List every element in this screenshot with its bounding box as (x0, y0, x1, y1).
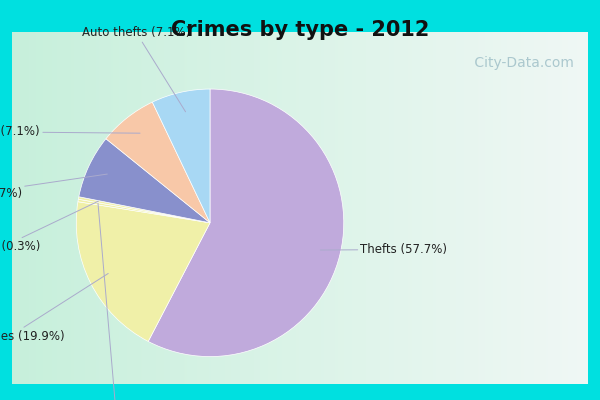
Wedge shape (79, 197, 210, 223)
Text: Crimes by type - 2012: Crimes by type - 2012 (171, 20, 429, 40)
Text: Auto thefts (7.1%): Auto thefts (7.1%) (82, 26, 191, 112)
Text: Thefts (57.7%): Thefts (57.7%) (320, 243, 448, 256)
Text: Arson (0.3%): Arson (0.3%) (0, 201, 98, 253)
Text: Assaults (7.7%): Assaults (7.7%) (0, 174, 107, 200)
Wedge shape (79, 139, 210, 223)
Text: Robberies (7.1%): Robberies (7.1%) (0, 125, 140, 138)
Wedge shape (78, 199, 210, 223)
Text: City-Data.com: City-Data.com (470, 56, 574, 70)
Wedge shape (76, 202, 210, 342)
Wedge shape (148, 89, 344, 356)
Text: Burglaries (19.9%): Burglaries (19.9%) (0, 274, 108, 343)
Wedge shape (106, 102, 210, 223)
Wedge shape (152, 89, 210, 223)
Text: Rapes (0.3%): Rapes (0.3%) (77, 203, 155, 400)
